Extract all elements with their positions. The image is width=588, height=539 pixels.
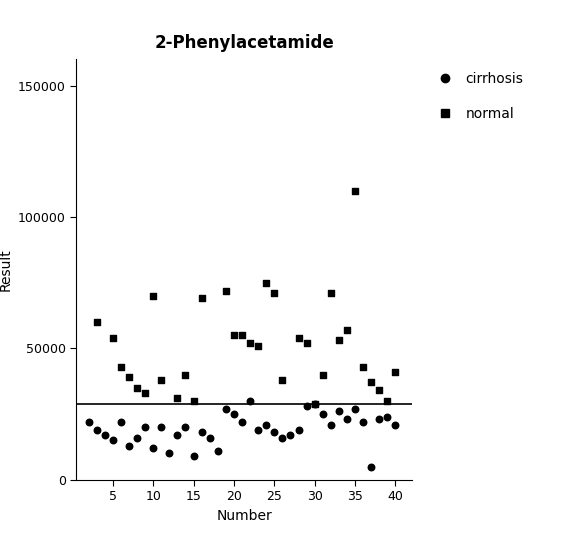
Point: [350, 404, 360, 413]
Point: [238, 418, 247, 426]
Point: [181, 423, 190, 431]
Point: [108, 334, 118, 342]
Point: [318, 370, 328, 379]
Point: [221, 404, 230, 413]
Point: [124, 373, 133, 382]
Point: [286, 431, 295, 439]
Point: [116, 362, 126, 371]
Point: [359, 418, 368, 426]
Point: [359, 362, 368, 371]
Point: [189, 397, 198, 405]
Point: [148, 444, 158, 453]
Point: [229, 331, 239, 340]
Point: [181, 370, 190, 379]
Title: 2-Phenylacetamide: 2-Phenylacetamide: [154, 34, 334, 52]
Point: [221, 286, 230, 295]
Point: [173, 431, 182, 439]
Point: [270, 428, 279, 437]
Point: [334, 407, 343, 416]
Point: [253, 341, 263, 350]
Point: [238, 331, 247, 340]
X-axis label: Number: Number: [216, 509, 272, 523]
Legend: cirrhosis, normal: cirrhosis, normal: [425, 66, 529, 126]
Point: [100, 431, 109, 439]
Point: [213, 446, 222, 455]
Point: [310, 399, 319, 408]
Point: [148, 292, 158, 300]
Point: [165, 449, 174, 458]
Point: [326, 420, 336, 429]
Point: [132, 433, 142, 442]
Point: [342, 326, 352, 334]
Point: [334, 336, 343, 345]
Point: [383, 412, 392, 421]
Point: [245, 397, 255, 405]
Point: [141, 389, 150, 397]
Point: [92, 318, 101, 327]
Point: [132, 383, 142, 392]
Point: [383, 397, 392, 405]
Point: [366, 378, 376, 387]
Point: [375, 415, 384, 424]
Point: [262, 420, 271, 429]
Point: [350, 186, 360, 195]
Point: [173, 394, 182, 403]
Point: [156, 376, 166, 384]
Point: [108, 436, 118, 445]
Point: [342, 415, 352, 424]
Point: [278, 376, 287, 384]
Point: [197, 428, 206, 437]
Point: [156, 423, 166, 431]
Point: [310, 399, 319, 408]
Point: [253, 425, 263, 434]
Point: [124, 441, 133, 450]
Point: [189, 452, 198, 460]
Y-axis label: Result: Result: [0, 248, 12, 291]
Point: [92, 425, 101, 434]
Point: [245, 339, 255, 348]
Point: [294, 425, 303, 434]
Point: [375, 386, 384, 395]
Point: [326, 289, 336, 298]
Point: [391, 368, 400, 376]
Point: [391, 420, 400, 429]
Point: [318, 410, 328, 418]
Point: [205, 433, 215, 442]
Point: [197, 294, 206, 303]
Point: [302, 339, 311, 348]
Point: [84, 418, 93, 426]
Point: [116, 418, 126, 426]
Point: [278, 433, 287, 442]
Point: [294, 334, 303, 342]
Point: [262, 278, 271, 287]
Point: [141, 423, 150, 431]
Point: [366, 462, 376, 471]
Point: [302, 402, 311, 411]
Point: [270, 289, 279, 298]
Point: [229, 410, 239, 418]
